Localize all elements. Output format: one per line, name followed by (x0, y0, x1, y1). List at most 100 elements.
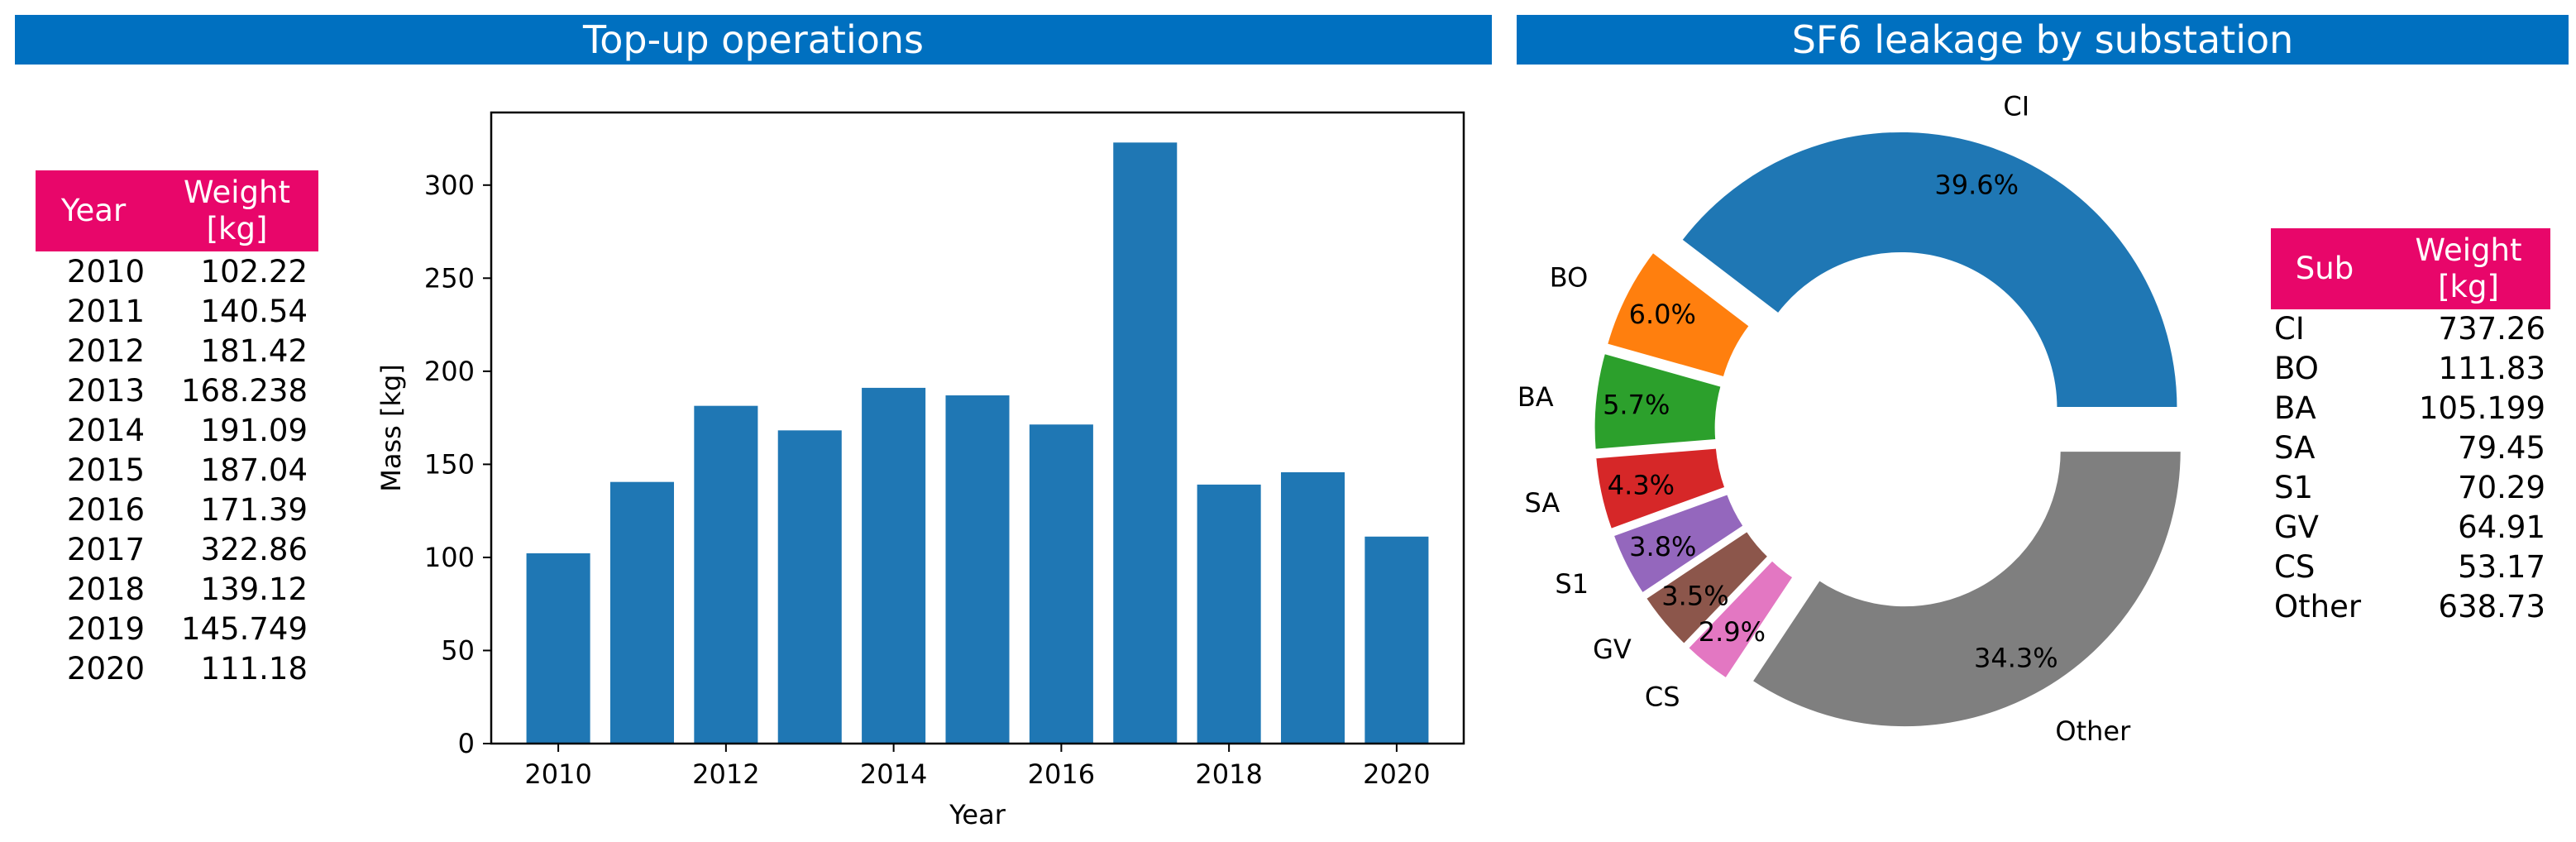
year-table-year-cell: 2010 (66, 254, 146, 289)
year-table-weight-cell: 322.86 (200, 532, 308, 567)
year-table-row: 2012 181.42 (0, 332, 2576, 371)
donut-category-label: CS (1645, 681, 1680, 712)
year-table-row: 2020 111.18 (0, 649, 2576, 689)
year-table-weight-cell: 171.39 (200, 492, 308, 528)
bar-2019 (1280, 471, 1345, 744)
sub-table-row: Other 638.73 (0, 587, 2576, 627)
y-tick-label: 250 (424, 262, 475, 294)
sub-table-row: BO 111.83 (0, 349, 2576, 389)
donut-pct-label: 3.5% (1661, 580, 1728, 611)
bar-2012 (694, 405, 758, 744)
donut-slice-sa (1594, 446, 1728, 532)
bar-2010 (526, 553, 590, 744)
donut-pct-label: 2.9% (1699, 616, 1766, 648)
sub-table-weight-cell: 70.29 (2458, 470, 2545, 505)
bar-2017 (1113, 142, 1178, 744)
year-table-weight-cell: 191.09 (200, 413, 308, 448)
year-table-year-cell: 2017 (66, 532, 146, 567)
year-table-weight-cell: 168.238 (180, 373, 308, 409)
donut-pct-label: 5.7% (1603, 390, 1670, 421)
year-table-year-cell: 2020 (66, 651, 146, 687)
donut-pct-label: 39.6% (1934, 170, 2019, 201)
year-table-row: 2019 145.749 (0, 610, 2576, 649)
donut-category-label: BO (1550, 261, 1589, 293)
x-tick-label: 2018 (1195, 758, 1262, 790)
y-tick-label: 200 (424, 356, 475, 387)
bar-2011 (609, 481, 675, 744)
sf6-donut-chart: 39.6% CI 6.0% BO 5.7% BA 4.3% SA 3.8% S1 3.5% GV 2.9… (1517, 91, 2183, 747)
x-tick-label: 2016 (1028, 758, 1095, 790)
bar-plot-frame (490, 111, 1465, 745)
sub-table-sub-cell: CI (2274, 311, 2305, 347)
sub-table-row: CI 737.26 (0, 309, 2576, 349)
year-table-row: 2018 139.12 (0, 570, 2576, 610)
x-tick-label: 2014 (860, 758, 927, 790)
donut-slice-cs (1685, 557, 1796, 682)
sub-table-row: SA 79.45 (0, 428, 2576, 468)
y-axis-title: Mass [kg] (375, 364, 407, 492)
x-tick-label: 2012 (692, 758, 759, 790)
bar-2015 (945, 395, 1010, 744)
donut-slice-ba (1592, 351, 1723, 452)
bar-2018 (1197, 484, 1261, 744)
sub-table-sub-cell: GV (2274, 510, 2319, 545)
x-tick-label: 2020 (1363, 758, 1430, 790)
year-table-row: 2010 102.22 (0, 252, 2576, 292)
year-table-row: 2016 171.39 (0, 490, 2576, 530)
y-tick-label: 50 (441, 634, 475, 666)
donut-slice-s1 (1611, 491, 1747, 596)
x-axis-title: Year (949, 799, 1006, 830)
year-table-row: 2014 191.09 (0, 411, 2576, 451)
donut-pct-label: 34.3% (1974, 643, 2058, 674)
year-table-weight-cell: 139.12 (200, 572, 308, 607)
year-weight-table-header: Year Weight [kg] (36, 170, 318, 251)
donut-category-label: S1 (1555, 568, 1589, 600)
sub-table-weight-cell: 53.17 (2458, 549, 2545, 585)
year-table-year-cell: 2011 (66, 294, 146, 329)
x-tick-label: 2010 (524, 758, 591, 790)
sub-table-row: CS 53.17 (0, 548, 2576, 587)
year-table-year-cell: 2014 (66, 413, 146, 448)
bar-2014 (862, 387, 926, 744)
y-tick-label: 300 (424, 170, 475, 201)
substation-weight-table-header: Sub Weight [kg] (2271, 228, 2550, 309)
sub-table-weight-cell: 111.83 (2438, 351, 2545, 386)
sub-table-weight-cell: 638.73 (2438, 589, 2545, 624)
year-table-weight-cell: 187.04 (200, 452, 308, 488)
donut-category-label: CI (2003, 91, 2029, 122)
weight-column-header-line2: [kg] (2438, 269, 2499, 304)
sub-table-weight-cell: 64.91 (2458, 510, 2545, 545)
sub-column-header: Sub (2295, 251, 2354, 286)
sub-table-row: GV 64.91 (0, 508, 2576, 548)
bar-2016 (1029, 424, 1093, 744)
year-table-weight-cell: 181.42 (200, 333, 308, 369)
donut-category-label: BA (1517, 381, 1554, 413)
sub-table-weight-cell: 737.26 (2438, 311, 2545, 347)
year-table-year-cell: 2019 (66, 611, 146, 647)
sub-table-sub-cell: Other (2274, 589, 2362, 624)
donut-slice-other (1749, 449, 2183, 730)
donut-category-label: SA (1524, 487, 1560, 519)
sf6-leakage-banner-title: SF6 leakage by substation (1517, 15, 2569, 65)
sub-table-sub-cell: S1 (2274, 470, 2314, 505)
sub-table-sub-cell: CS (2274, 549, 2316, 585)
sub-table-sub-cell: BA (2274, 390, 2316, 426)
y-tick-label: 100 (424, 542, 475, 573)
donut-category-label: GV (1593, 634, 1632, 665)
sub-table-row: BA 105.199 (0, 389, 2576, 428)
year-table-weight-cell: 145.749 (180, 611, 308, 647)
top-up-bar-chart: 2010 2012 2014 2016 2018 2020 0 50 100 150 200 250 3… (375, 111, 1465, 830)
year-table-year-cell: 2013 (66, 373, 146, 409)
year-table-weight-cell: 140.54 (200, 294, 308, 329)
donut-pct-label: 4.3% (1608, 470, 1675, 501)
donut-slice-gv (1643, 529, 1771, 647)
y-tick-label: 150 (424, 448, 475, 480)
year-table-year-cell: 2015 (66, 452, 146, 488)
year-table-row: 2011 140.54 (0, 292, 2576, 332)
year-table-year-cell: 2012 (66, 333, 146, 369)
donut-category-label: Other (2055, 715, 2131, 747)
year-table-weight-cell: 102.22 (200, 254, 308, 289)
year-table-row: 2013 168.238 (0, 371, 2576, 411)
year-table-row: 2015 187.04 (0, 451, 2576, 490)
